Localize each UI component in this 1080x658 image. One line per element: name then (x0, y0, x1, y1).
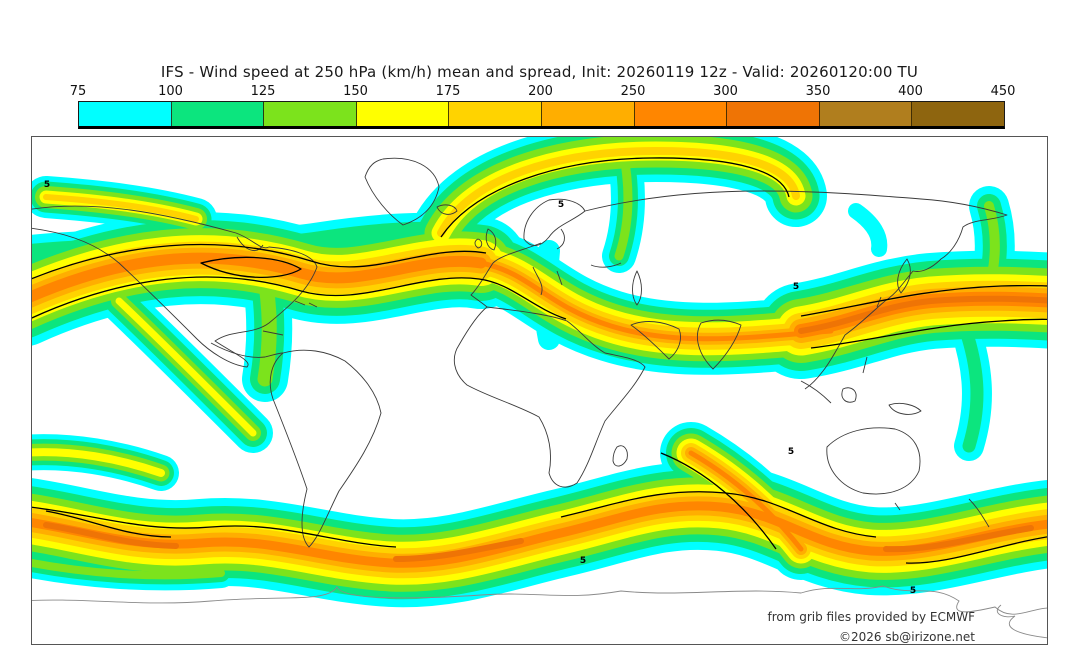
colorbar-tick-label: 350 (805, 84, 831, 99)
wind-speed-band (32, 448, 165, 477)
colorbar-tick-label: 100 (158, 84, 183, 99)
colorbar-tick-label: 125 (250, 84, 276, 99)
spread-contour (905, 536, 1047, 564)
coastline (630, 321, 681, 360)
spread-contour (440, 157, 790, 238)
coastline (470, 242, 542, 308)
coastline (269, 349, 382, 548)
wind-speed-band (32, 501, 1047, 568)
coastline (584, 190, 1008, 272)
wind-speed-band (798, 295, 1047, 334)
spread-contour (45, 510, 172, 538)
world-map: 5 5 5 5 5 5 (32, 137, 1047, 639)
coastline (523, 198, 586, 246)
wind-speed-band (883, 525, 1034, 553)
coastline (262, 330, 284, 336)
coastline (590, 262, 622, 268)
map-frame: 5 5 5 5 5 5 (31, 136, 1048, 645)
spread-contour (32, 276, 567, 320)
wind-speed-band (43, 522, 179, 549)
coastline (32, 205, 318, 368)
spread-contour-label: 5 (910, 586, 916, 596)
wind-speed-band (688, 450, 804, 552)
spread-contour-label: 5 (788, 447, 794, 457)
coastline (968, 498, 990, 528)
wind-speed-band (848, 203, 888, 257)
wind-speed-band (437, 147, 800, 237)
coastline (612, 445, 628, 467)
spread-contour-label: 5 (44, 180, 50, 190)
coastline-antarctica (996, 604, 1047, 639)
wind-speed-band (115, 297, 257, 437)
coastline (236, 236, 264, 251)
spread-contour (810, 318, 1047, 349)
coastline (804, 270, 914, 390)
chart-title: IFS - Wind speed at 250 hPa (km/h) mean … (160, 63, 919, 81)
wind-speed-band (43, 194, 199, 222)
wind-speed-band (614, 146, 633, 261)
colorbar-tick-label: 200 (528, 84, 553, 99)
coastline (826, 427, 921, 511)
coastline (876, 296, 882, 308)
colorbar-tick-label: 175 (435, 84, 461, 99)
colorbar-tick-label: 75 (69, 84, 87, 99)
coastline (556, 270, 563, 286)
colorbar-segment (264, 102, 357, 126)
colorbar-segment (819, 102, 913, 126)
spread-contour (800, 284, 1047, 317)
coastline (364, 157, 440, 226)
coastline (632, 270, 642, 306)
spread-contour (32, 243, 487, 280)
colorbar-tick-label: 150 (343, 84, 368, 99)
colorbar-tick-label: 400 (898, 84, 923, 99)
wind-speed-band (478, 260, 834, 342)
wind-speed-band (393, 538, 524, 562)
spread-contour-label: 5 (558, 200, 564, 210)
coastline (800, 356, 922, 415)
colorbar-tick-label: 250 (620, 84, 646, 99)
coastline (294, 300, 318, 308)
credit-copyright: ©2026 sb@irizone.net (839, 630, 975, 644)
wind-speed-band (32, 252, 487, 303)
spread-contour (32, 506, 397, 548)
spread-contour-label: 5 (580, 556, 586, 566)
coastline (532, 266, 543, 296)
colorbar-segment (912, 102, 1004, 126)
colorbar-segment (541, 102, 635, 126)
coastline (453, 306, 646, 488)
colorbar-segment (727, 102, 820, 126)
spread-contour (660, 452, 777, 550)
coastline (556, 228, 565, 250)
colorbar-segment (79, 102, 172, 126)
coastline (897, 258, 911, 294)
colorbar-segment (171, 102, 265, 126)
colorbar-tick-label: 450 (990, 84, 1016, 99)
colorbar-segment (356, 102, 450, 126)
colorbar-tick-labels: 75 100 125 150 175 200 250 300 350 400 450 (0, 84, 1080, 99)
coastline (697, 319, 742, 370)
colorbar-segment (449, 102, 542, 126)
credit-source: from grib files provided by ECMWF (767, 610, 975, 624)
coastline-antarctica (32, 585, 1047, 615)
coastline (436, 204, 458, 215)
colorbar-segment (634, 102, 728, 126)
coastline (210, 342, 284, 358)
spread-contour-label: 5 (793, 282, 799, 292)
colorbar (78, 101, 1005, 129)
wind-speed-band (959, 324, 984, 453)
wind-speed-band (32, 559, 225, 580)
coastline (474, 228, 497, 251)
spread-contour (200, 256, 302, 279)
colorbar-tick-label: 300 (713, 84, 738, 99)
